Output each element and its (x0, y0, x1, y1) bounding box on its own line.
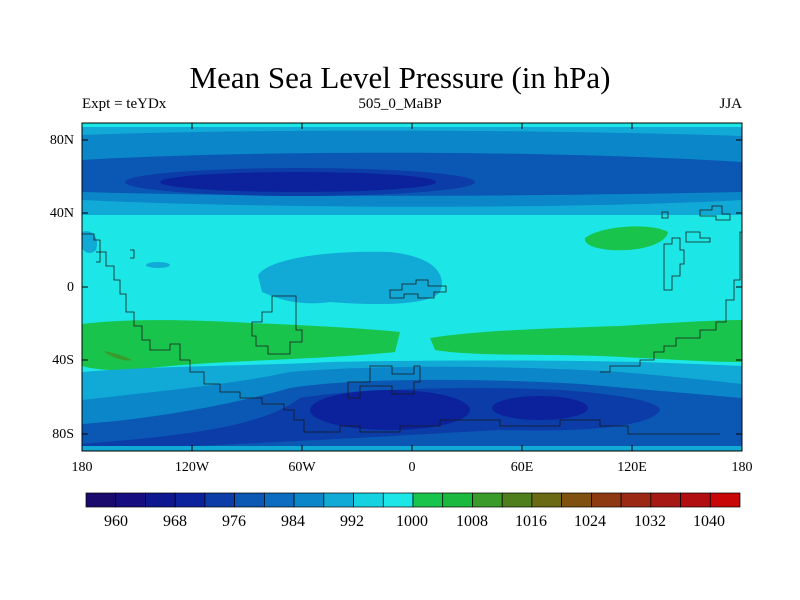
colorbar-swatch (501, 492, 533, 508)
colorbar-swatch (591, 492, 622, 508)
colorbar-swatch (174, 492, 206, 508)
contour-field (82, 123, 742, 451)
colorbar-label: 1024 (574, 513, 606, 530)
colorbar-swatch (442, 492, 473, 508)
y-axis-labels: 80N 40N 0 40S 80S (50, 133, 74, 442)
south-high-1016 (103, 351, 132, 361)
y-tick-label: 80N (50, 133, 74, 148)
colorbar-swatch (293, 492, 325, 508)
y-tick-label: 80S (52, 427, 74, 442)
colorbar-swatch (234, 492, 265, 508)
south-low-east (492, 396, 588, 420)
x-tick-label: 60W (288, 460, 316, 475)
colorbar-swatch (382, 492, 414, 508)
colorbar-label: 1032 (634, 513, 666, 530)
coastline-islet (661, 211, 669, 219)
coastline-west-2 (96, 251, 101, 263)
colorbar-swatch (264, 492, 295, 508)
colorbar-label: 968 (163, 513, 187, 530)
coastline-central (251, 295, 303, 355)
y-tick-label: 40S (52, 353, 74, 368)
colorbar-swatch (620, 492, 652, 508)
colorbar-swatch (323, 492, 354, 508)
colorbar-label: 984 (281, 513, 305, 530)
x-tick-label: 60E (511, 460, 534, 475)
coastline-east-bay (685, 231, 711, 243)
colorbar-swatch (412, 492, 444, 508)
map-title: Mean Sea Level Pressure (in hPa) (189, 60, 611, 95)
y-tick-label: 0 (67, 280, 74, 295)
x-axis-labels: 180 120W 60W 0 60E 120E 180 (72, 460, 753, 475)
continent-outlines (82, 205, 742, 435)
x-tick-label: 180 (732, 460, 753, 475)
x-tick-label: 0 (409, 460, 416, 475)
colorbar-swatch (115, 492, 146, 508)
colorbar-swatch (531, 492, 562, 508)
y-tick-label: 40N (50, 206, 74, 221)
equatorial-low (258, 251, 442, 305)
south-low-west (310, 390, 470, 430)
x-tick-label: 120E (617, 460, 647, 475)
coastline-african (347, 365, 421, 399)
coastline-gulf (130, 249, 135, 259)
colorbar-label: 1016 (515, 513, 547, 530)
colorbar-label: 960 (104, 513, 128, 530)
colorbar (85, 492, 741, 508)
colorbar-swatch (650, 492, 681, 508)
y-tick-marks (82, 139, 742, 435)
colorbar-swatch (680, 492, 711, 508)
experiment-label: Expt = teYDx (82, 96, 167, 112)
northeast-high (584, 226, 668, 251)
colorbar-swatch (353, 492, 384, 508)
colorbar-swatch (561, 492, 592, 508)
colorbar-label: 1000 (396, 513, 428, 530)
coastline-eastern (600, 231, 742, 373)
colorbar-swatch (709, 492, 741, 508)
coastline-west (82, 233, 720, 435)
coastline-northeast (663, 237, 685, 291)
x-tick-marks (81, 123, 743, 451)
colorbar-label: 976 (222, 513, 246, 530)
coastline-arctic (699, 205, 731, 221)
colorbar-swatch (145, 492, 176, 508)
north-low-976 (160, 172, 436, 192)
northwest-pocket (82, 231, 98, 254)
colorbar-labels: 960 968 976 984 992 1000 1008 1016 1024 … (104, 513, 725, 530)
period-label: 505_0_MaBP (358, 96, 442, 112)
small-pocket-1 (146, 262, 170, 268)
colorbar-swatch (472, 492, 503, 508)
colorbar-label: 1008 (456, 513, 488, 530)
season-label: JJA (719, 96, 742, 112)
coastline-island (389, 279, 447, 299)
colorbar-label: 1040 (693, 513, 725, 530)
x-tick-label: 180 (72, 460, 93, 475)
colorbar-swatch (85, 492, 117, 508)
colorbar-swatch (204, 492, 235, 508)
south-high-west (82, 320, 400, 371)
colorbar-label: 992 (340, 513, 364, 530)
x-tick-label: 120W (175, 460, 210, 475)
